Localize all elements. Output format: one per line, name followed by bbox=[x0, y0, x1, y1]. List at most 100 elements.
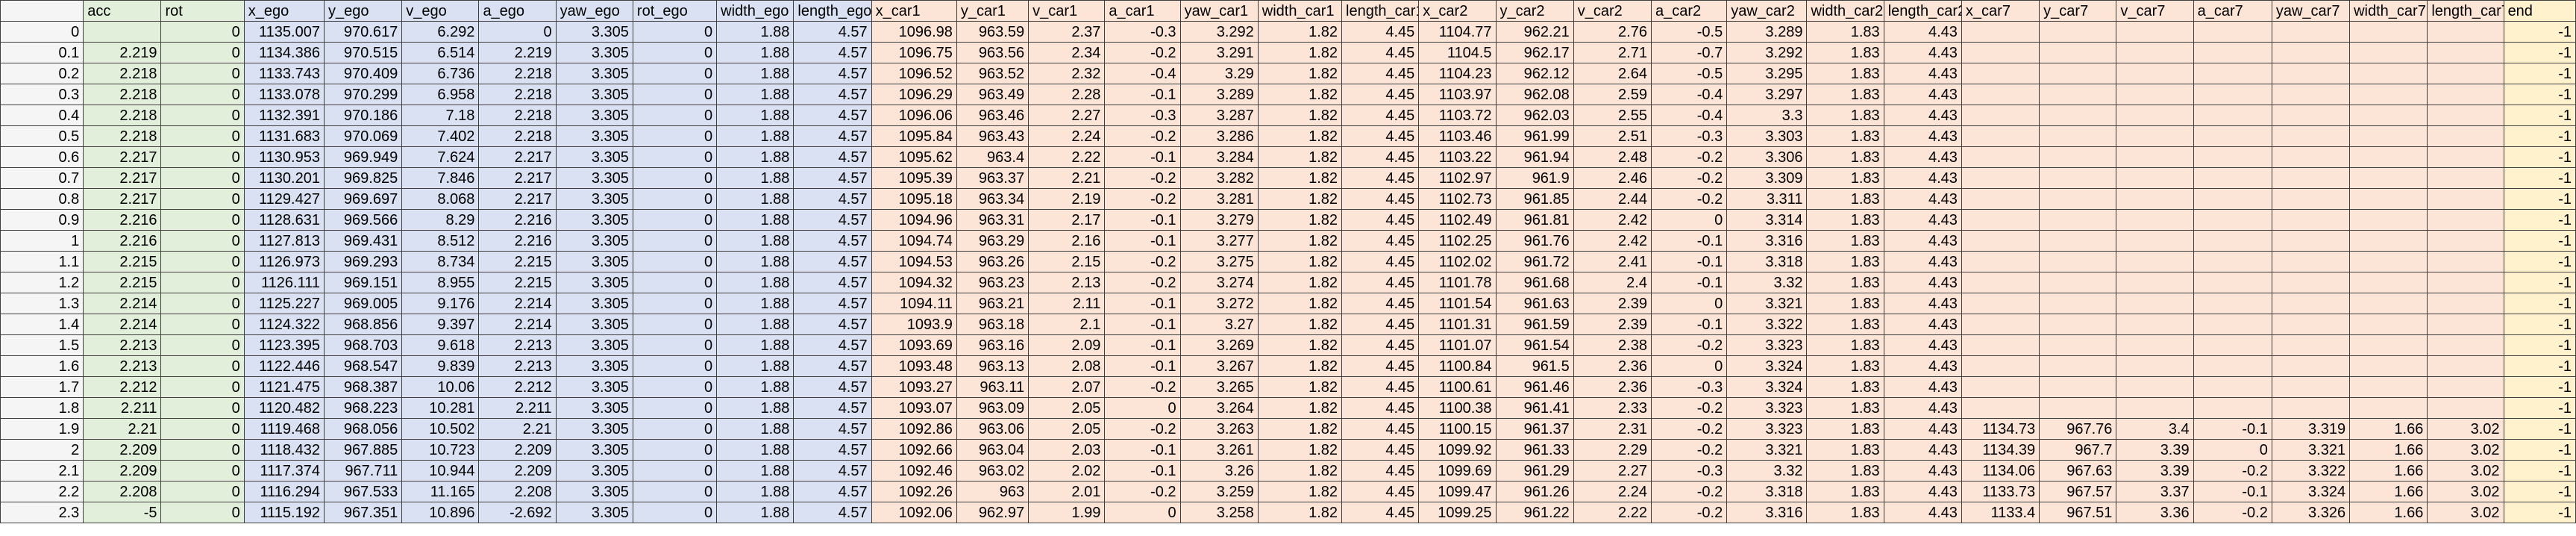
cell-y-car2[interactable]: 962.17 bbox=[1495, 42, 1574, 63]
cell-width-car2[interactable]: 1.83 bbox=[1806, 125, 1884, 147]
cell-end[interactable]: -1 bbox=[2503, 502, 2576, 523]
cell-length-car2[interactable]: 4.43 bbox=[1883, 188, 1962, 210]
cell-acc[interactable]: 2.214 bbox=[83, 314, 162, 335]
cell-width-car2[interactable]: 1.83 bbox=[1806, 334, 1884, 356]
cell-width-car7[interactable]: 1.66 bbox=[2349, 502, 2428, 523]
cell-x-car1[interactable]: 1095.62 bbox=[871, 146, 957, 168]
cell-width-car7[interactable] bbox=[2349, 397, 2428, 419]
cell-length-car1[interactable]: 4.45 bbox=[1341, 188, 1420, 210]
cell-length-ego[interactable]: 4.57 bbox=[793, 125, 872, 147]
cell-a-car2[interactable]: -0.3 bbox=[1650, 125, 1728, 147]
cell-x-car7[interactable] bbox=[1961, 21, 2040, 43]
cell-yaw-car1[interactable]: 3.27 bbox=[1179, 314, 1259, 335]
cell-a-ego[interactable]: 2.214 bbox=[478, 314, 557, 335]
cell-v-ego[interactable]: 10.06 bbox=[401, 376, 480, 398]
cell-acc[interactable]: 2.216 bbox=[83, 230, 162, 252]
cell-index[interactable]: 1.2 bbox=[0, 272, 84, 293]
cell-yaw-car7[interactable]: 3.326 bbox=[2271, 502, 2351, 523]
cell-index[interactable]: 0.9 bbox=[0, 209, 84, 231]
cell-x-car2[interactable]: 1099.47 bbox=[1418, 481, 1497, 502]
cell-x-car1[interactable]: 1095.18 bbox=[871, 188, 957, 210]
cell-width-ego[interactable]: 1.88 bbox=[716, 146, 795, 168]
cell-a-car7[interactable] bbox=[2193, 21, 2272, 43]
cell-length-car7[interactable] bbox=[2427, 84, 2504, 105]
cell-v-ego[interactable]: 6.958 bbox=[401, 84, 480, 105]
cell-rot-ego[interactable]: 0 bbox=[632, 418, 718, 440]
cell-a-car7[interactable] bbox=[2193, 314, 2272, 335]
cell-a-car1[interactable]: -0.1 bbox=[1104, 355, 1181, 377]
cell-width-car1[interactable]: 1.82 bbox=[1257, 314, 1343, 335]
cell-y-car7[interactable] bbox=[2039, 63, 2117, 84]
cell-y-ego[interactable]: 968.223 bbox=[323, 397, 403, 419]
cell-v-car1[interactable]: 2.02 bbox=[1028, 460, 1106, 482]
cell-y-car2[interactable]: 961.9 bbox=[1495, 167, 1574, 189]
cell-a-car1[interactable]: -0.4 bbox=[1104, 63, 1181, 84]
cell-a-ego[interactable]: 2.217 bbox=[478, 146, 557, 168]
cell-rot-ego[interactable]: 0 bbox=[632, 502, 718, 523]
cell-a-car7[interactable] bbox=[2193, 397, 2272, 419]
cell-x-car1[interactable]: 1092.26 bbox=[871, 481, 957, 502]
cell-width-car7[interactable] bbox=[2349, 334, 2428, 356]
cell-length-car2[interactable]: 4.43 bbox=[1883, 84, 1962, 105]
cell-length-car7[interactable] bbox=[2427, 230, 2504, 252]
cell-a-car2[interactable]: 0 bbox=[1650, 293, 1728, 314]
cell-end[interactable]: -1 bbox=[2503, 42, 2576, 63]
cell-y-car1[interactable]: 963.11 bbox=[956, 376, 1030, 398]
cell-y-car2[interactable]: 961.22 bbox=[1495, 502, 1574, 523]
cell-x-car2[interactable]: 1100.61 bbox=[1418, 376, 1497, 398]
cell-width-car1[interactable]: 1.82 bbox=[1257, 251, 1343, 272]
cell-rot-ego[interactable]: 0 bbox=[632, 251, 718, 272]
cell-width-car1[interactable]: 1.82 bbox=[1257, 209, 1343, 231]
cell-length-car7[interactable] bbox=[2427, 314, 2504, 335]
cell-length-ego[interactable]: 4.57 bbox=[793, 460, 872, 482]
cell-v-car1[interactable]: 2.07 bbox=[1028, 376, 1106, 398]
cell-rot-ego[interactable]: 0 bbox=[632, 355, 718, 377]
cell-yaw-car7[interactable]: 3.322 bbox=[2271, 460, 2351, 482]
cell-width-car7[interactable] bbox=[2349, 42, 2428, 63]
cell-a-ego[interactable]: 2.218 bbox=[478, 105, 557, 126]
cell-a-car7[interactable] bbox=[2193, 230, 2272, 252]
cell-rot[interactable]: 0 bbox=[160, 439, 245, 461]
cell-v-car1[interactable]: 2.22 bbox=[1028, 146, 1106, 168]
cell-v-ego[interactable]: 10.723 bbox=[401, 439, 480, 461]
cell-width-car2[interactable]: 1.83 bbox=[1806, 251, 1884, 272]
cell-width-ego[interactable]: 1.88 bbox=[716, 502, 795, 523]
cell-length-car2[interactable]: 4.43 bbox=[1883, 125, 1962, 147]
cell-yaw-car1[interactable]: 3.269 bbox=[1179, 334, 1259, 356]
cell-yaw-car7[interactable] bbox=[2271, 84, 2351, 105]
cell-y-car7[interactable] bbox=[2039, 355, 2117, 377]
cell-yaw-car1[interactable]: 3.29 bbox=[1179, 63, 1259, 84]
cell-x-ego[interactable]: 1132.391 bbox=[243, 105, 325, 126]
cell-y-car1[interactable]: 963.09 bbox=[956, 397, 1030, 419]
cell-width-car7[interactable] bbox=[2349, 105, 2428, 126]
cell-yaw-ego[interactable]: 3.305 bbox=[555, 460, 633, 482]
cell-a-car1[interactable]: -0.1 bbox=[1104, 439, 1181, 461]
cell-x-car2[interactable]: 1104.23 bbox=[1418, 63, 1497, 84]
cell-v-ego[interactable]: 8.734 bbox=[401, 251, 480, 272]
cell-y-car1[interactable]: 963.37 bbox=[956, 167, 1030, 189]
column-header-width-car7[interactable]: width_car7 bbox=[2349, 0, 2428, 22]
cell-yaw-car7[interactable] bbox=[2271, 355, 2351, 377]
cell-y-ego[interactable]: 968.056 bbox=[323, 418, 403, 440]
cell-v-ego[interactable]: 6.292 bbox=[401, 21, 480, 43]
column-header-index[interactable] bbox=[0, 0, 84, 22]
cell-rot[interactable]: 0 bbox=[160, 460, 245, 482]
cell-x-car2[interactable]: 1103.72 bbox=[1418, 105, 1497, 126]
cell-width-car7[interactable] bbox=[2349, 167, 2428, 189]
cell-length-car1[interactable]: 4.45 bbox=[1341, 125, 1420, 147]
cell-v-car1[interactable]: 2.19 bbox=[1028, 188, 1106, 210]
cell-x-car2[interactable]: 1101.31 bbox=[1418, 314, 1497, 335]
cell-index[interactable]: 1.7 bbox=[0, 376, 84, 398]
cell-a-ego[interactable]: 2.213 bbox=[478, 355, 557, 377]
cell-y-ego[interactable]: 969.431 bbox=[323, 230, 403, 252]
cell-a-car7[interactable] bbox=[2193, 42, 2272, 63]
cell-v-car1[interactable]: 2.05 bbox=[1028, 397, 1106, 419]
cell-a-car2[interactable]: -0.4 bbox=[1650, 105, 1728, 126]
cell-length-car7[interactable]: 3.02 bbox=[2427, 460, 2504, 482]
cell-a-car2[interactable]: -0.2 bbox=[1650, 439, 1728, 461]
cell-rot[interactable]: 0 bbox=[160, 125, 245, 147]
cell-y-car1[interactable]: 963.23 bbox=[956, 272, 1030, 293]
cell-length-car1[interactable]: 4.45 bbox=[1341, 42, 1420, 63]
cell-y-ego[interactable]: 970.617 bbox=[323, 21, 403, 43]
cell-a-car7[interactable] bbox=[2193, 63, 2272, 84]
